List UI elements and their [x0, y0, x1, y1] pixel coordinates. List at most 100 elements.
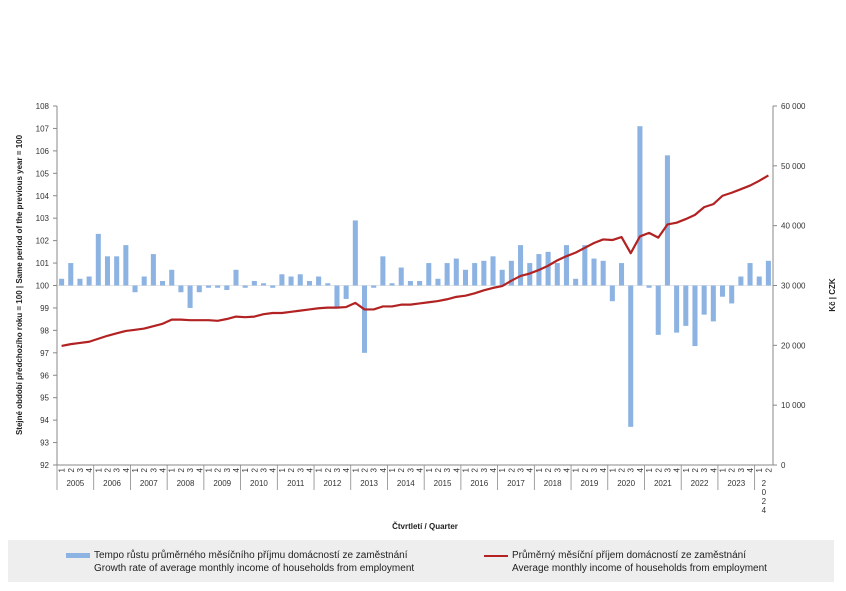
x-quarter-label: 4	[379, 467, 388, 472]
x-quarter-label: 4	[599, 467, 608, 472]
bar	[407, 281, 413, 286]
x-quarter-label: 1	[498, 467, 507, 472]
y-right-tick-label: 0	[781, 461, 786, 470]
x-year-label: 2022	[691, 479, 709, 488]
legend-line-label-en: Average monthly income of households fro…	[512, 563, 767, 574]
x-quarter-label: 4	[232, 467, 241, 472]
y-right-tick-label: 30 000	[781, 282, 806, 291]
y-left-tick-label: 106	[36, 147, 50, 156]
x-quarter-label: 1	[58, 467, 67, 472]
x-quarter-label: 3	[590, 467, 599, 472]
x-quarter-label: 1	[241, 467, 250, 472]
bar	[600, 260, 606, 286]
legend: Tempo růstu průměrného měsíčního příjmu …	[8, 540, 834, 582]
bar	[490, 256, 496, 286]
bar	[508, 260, 514, 286]
x-quarter-label: 4	[342, 467, 351, 472]
bar	[334, 285, 340, 308]
x-quarter-label: 3	[480, 467, 489, 472]
x-quarter-label: 1	[94, 467, 103, 472]
bar	[104, 256, 111, 286]
x-quarter-label: 1	[388, 467, 397, 472]
y-left-tick-label: 107	[36, 124, 50, 133]
x-quarter-label: 4	[562, 467, 571, 472]
bar	[655, 285, 661, 335]
bar	[123, 245, 129, 286]
y-left-tick-label: 102	[36, 237, 50, 246]
x-quarter-label: 1	[278, 467, 287, 472]
x-quarter-label: 1	[425, 467, 434, 472]
x-quarter-label: 1	[535, 467, 544, 472]
bar	[637, 126, 643, 286]
y-left-tick-label: 95	[40, 394, 49, 403]
x-year-label: 2008	[177, 479, 195, 488]
bar	[205, 285, 211, 288]
bar	[325, 283, 331, 286]
x-quarter-label: 3	[296, 467, 305, 472]
x-quarter-label: 1	[204, 467, 213, 472]
x-quarter-label: 4	[416, 467, 425, 472]
y-left-tick-label: 94	[40, 416, 49, 425]
x-axis-title: Čtvrtletí / Quarter	[392, 522, 458, 531]
y-left-tick-label: 104	[36, 192, 50, 201]
x-quarter-label: 2	[397, 467, 406, 472]
x-quarter-label: 2	[581, 467, 590, 472]
x-year-label: 2021	[654, 479, 672, 488]
bar	[242, 285, 248, 288]
bar	[692, 285, 698, 347]
x-quarter-label: 3	[406, 467, 415, 472]
bar	[68, 263, 74, 286]
x-year-label: 2020	[617, 479, 635, 488]
x-quarter-label: 1	[315, 467, 324, 472]
x-quarter-label: 4	[269, 467, 278, 472]
legend-line-label-cz: Průměrný měsíční příjem domácností ze za…	[512, 550, 746, 561]
bar	[270, 285, 276, 288]
y-left-tick-label: 108	[36, 102, 50, 111]
x-quarter-label: 3	[443, 467, 452, 472]
bar	[215, 285, 221, 288]
bar	[59, 278, 65, 286]
bar	[747, 263, 753, 286]
bar	[683, 285, 689, 326]
x-year-label: 2016	[470, 479, 488, 488]
x-quarter-label: 2	[287, 467, 296, 472]
y-left-tick-label: 96	[40, 371, 49, 380]
bar	[729, 285, 735, 304]
bar	[646, 285, 652, 288]
bar	[371, 285, 377, 288]
y-left-tick-label: 101	[36, 259, 50, 268]
bar	[472, 263, 478, 286]
x-quarter-label: 4	[489, 467, 498, 472]
x-year-label: 2005	[66, 479, 84, 488]
x-quarter-label: 4	[709, 467, 718, 472]
y-left-tick-label: 103	[36, 214, 50, 223]
x-year-label: 2013	[360, 479, 378, 488]
x-quarter-label: 1	[645, 467, 654, 472]
bar	[582, 245, 588, 286]
y-axis-right-title: Kč | CZK	[828, 278, 837, 312]
bar	[361, 285, 368, 353]
bar	[417, 281, 423, 286]
bar	[132, 285, 138, 293]
bar	[306, 281, 312, 286]
x-quarter-label: 2	[434, 467, 443, 472]
x-quarter-label: 4	[122, 467, 131, 472]
x-year-label: 2011	[287, 479, 305, 488]
x-quarter-label: 2	[618, 467, 627, 472]
x-quarter-label: 1	[608, 467, 617, 472]
y-left-tick-label: 100	[36, 282, 50, 291]
y-axis-left-title: Stejné období předchozího roku = 100 | S…	[15, 134, 24, 435]
x-year-label: 2010	[250, 479, 268, 488]
bar	[261, 283, 267, 286]
bar	[462, 269, 469, 286]
legend-line-swatch	[484, 555, 508, 557]
x-year-label: 2018	[544, 479, 562, 488]
x-year-label: 2023	[727, 479, 745, 488]
x-year-label: 2015	[434, 479, 452, 488]
bar	[674, 285, 680, 333]
bar	[251, 281, 257, 286]
bar	[187, 285, 193, 308]
bar	[389, 283, 395, 286]
x-quarter-label: 3	[553, 467, 562, 472]
bar	[499, 269, 505, 286]
